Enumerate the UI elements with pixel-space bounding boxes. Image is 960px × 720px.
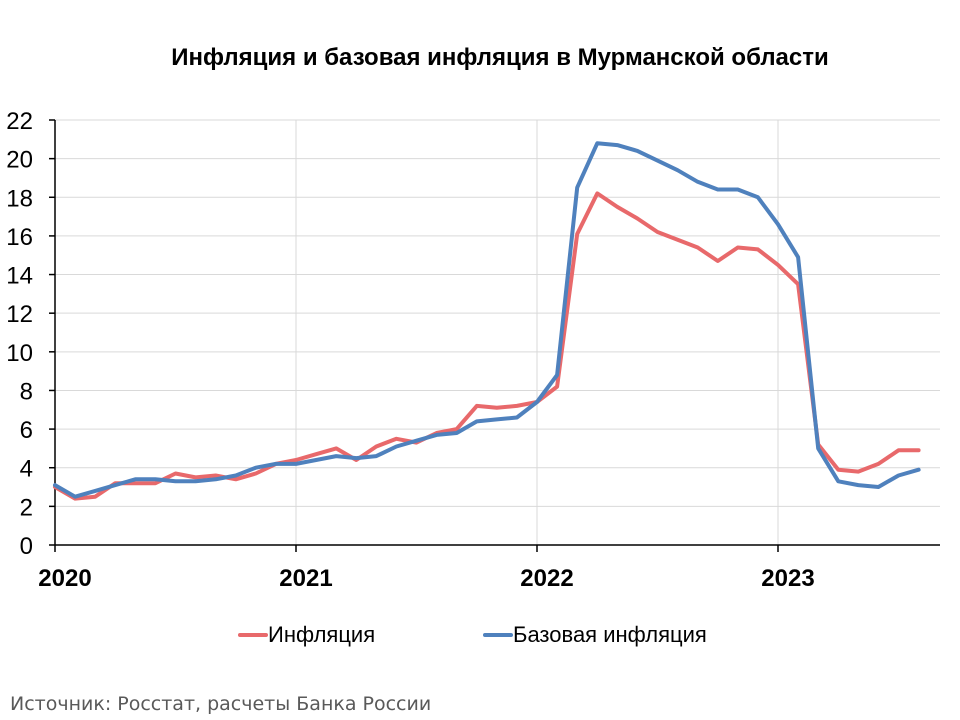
x-tick-label-2022: 2022 [520,565,573,592]
x-tick-label-2020: 2020 [38,565,91,592]
x-tick-label-2021: 2021 [279,565,332,592]
y-tick-label-22: 22 [6,108,33,135]
y-tick-label-8: 8 [20,378,33,405]
legend: Инфляция Базовая инфляция [0,622,960,652]
series-line-0 [53,191,921,501]
y-tick-label-20: 20 [6,147,33,174]
y-tick-label-6: 6 [20,417,33,444]
legend-swatch-core-inflation [483,633,513,637]
series-line-1 [53,141,921,499]
legend-item-core-inflation: Базовая инфляция [483,622,707,648]
legend-label-inflation: Инфляция [268,622,376,647]
x-tick-label-2023: 2023 [761,565,814,592]
y-tick-label-12: 12 [6,301,33,328]
gridlines [55,119,940,545]
y-tick-label-2: 2 [20,494,33,521]
y-tick-label-10: 10 [6,340,33,367]
y-tick-label-4: 4 [20,456,33,483]
legend-swatch-inflation [238,633,268,637]
chart-title: Инфляция и базовая инфляция в Мурманской… [171,44,829,71]
axes [49,119,940,552]
y-tick-label-16: 16 [6,224,33,251]
legend-item-inflation: Инфляция [238,622,375,648]
series-lines [53,141,921,501]
y-tick-label-18: 18 [6,185,33,212]
source-note: Источник: Росстат, расчеты Банка России [10,693,432,715]
y-tick-label-0: 0 [20,533,33,560]
legend-label-core-inflation: Базовая инфляция [513,622,707,647]
y-tick-label-14: 14 [6,263,33,290]
